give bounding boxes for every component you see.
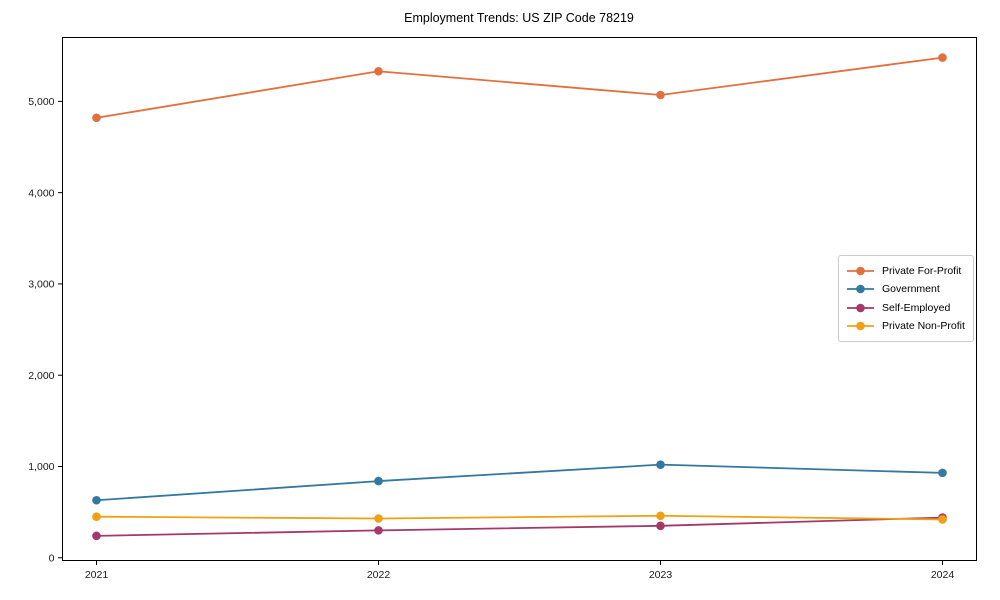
line-marker-icon [847, 266, 874, 275]
legend-label: Government [882, 283, 940, 296]
data-point-private-for-profit-2023 [656, 90, 665, 100]
line-marker-icon [847, 303, 874, 313]
x-axis-tick-label: 2023 [649, 569, 673, 581]
legend-item-self-employed: Self-Employed [846, 299, 966, 316]
y-axis-tick-label: 5,000 [28, 96, 54, 108]
legend-item-private-for-profit: Private For-Profit [846, 262, 966, 279]
line-marker-icon [847, 322, 874, 331]
legend: Private For-Profit Government Self-Emplo… [838, 255, 974, 342]
legend-label: Private Non-Profit [882, 320, 965, 333]
chart-title: Employment Trends: US ZIP Code 78219 [404, 11, 634, 25]
series-line-government [95, 463, 944, 502]
data-point-private-non-profit-2022 [374, 514, 383, 523]
x-axis-tick-label: 2021 [85, 569, 109, 581]
y-axis-tick-label: 4,000 [28, 187, 54, 199]
data-point-private-for-profit-2021 [92, 113, 101, 123]
data-point-self-employed-2022 [374, 526, 383, 535]
data-point-government-2022 [374, 476, 383, 486]
data-point-government-2021 [92, 495, 101, 505]
data-point-private-non-profit-2021 [92, 512, 101, 521]
legend-item-government: Government [846, 281, 966, 298]
x-axis-tick-label: 2022 [367, 569, 391, 581]
y-axis-tick-label: 3,000 [28, 279, 54, 291]
data-point-government-2024 [938, 468, 947, 478]
line-marker-icon [847, 284, 874, 294]
data-point-government-2023 [656, 460, 665, 469]
axes-spines [62, 37, 977, 561]
data-point-private-for-profit-2022 [374, 66, 383, 76]
series-line-private-for-profit [95, 56, 944, 119]
data-point-self-employed-2023 [656, 521, 665, 531]
y-axis-tick-label: 0 [49, 552, 55, 564]
y-axis-tick-label: 2,000 [28, 370, 54, 382]
legend-label: Private For-Profit [882, 264, 962, 277]
x-axis-tick-label: 2024 [931, 569, 955, 581]
y-axis-tick-label: 1,000 [28, 461, 54, 473]
data-point-self-employed-2021 [92, 531, 101, 541]
data-point-private-for-profit-2024 [938, 53, 947, 62]
series-line-self-employed [95, 516, 944, 537]
legend-item-private-non-profit: Private Non-Profit [846, 318, 966, 335]
legend-label: Self-Employed [882, 301, 951, 314]
series-line-private-non-profit [95, 514, 944, 521]
data-point-private-non-profit-2024 [938, 515, 947, 524]
data-point-private-non-profit-2023 [656, 511, 665, 521]
